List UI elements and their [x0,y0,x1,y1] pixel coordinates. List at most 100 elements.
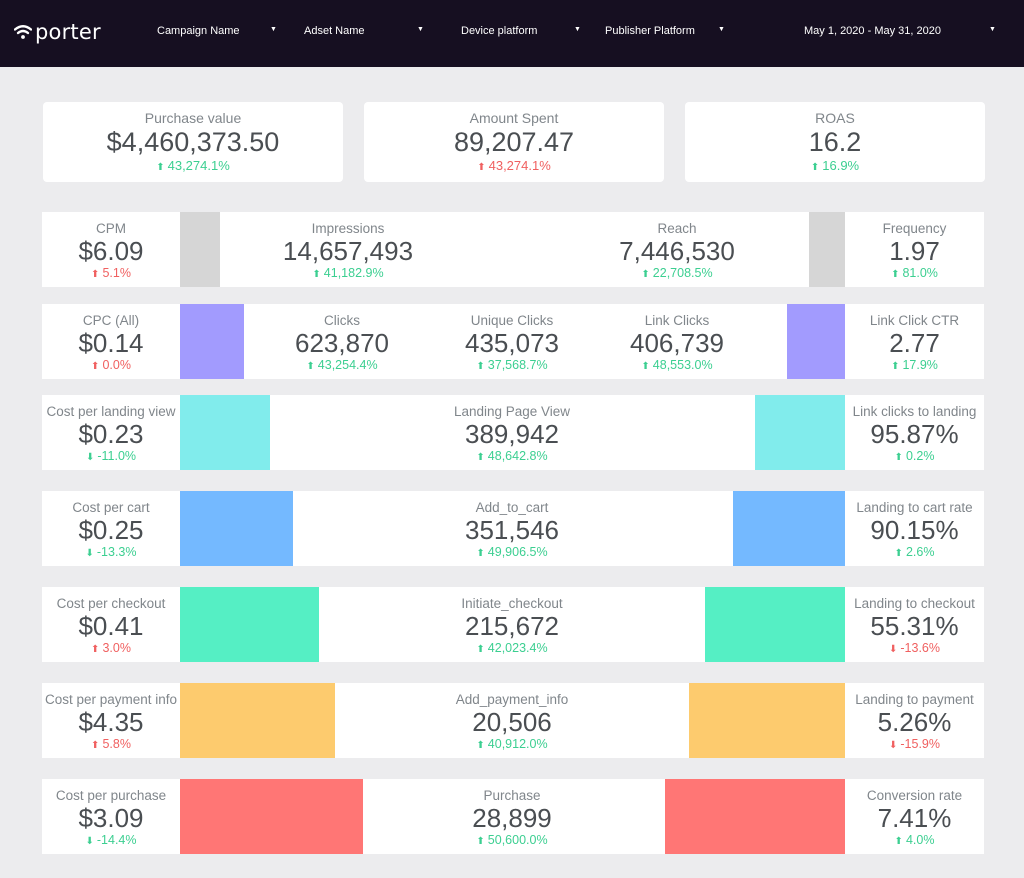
metric-cpm: CPM $6.09 ⬆ 5.1% [42,212,180,287]
filter-publisher-platform[interactable]: Publisher Platform ▼ [605,25,725,39]
metric-landing-to-cart-rate: Landing to cart rate 90.15% ⬆ 2.6% [845,491,984,566]
arrow-up-icon: ⬆ [641,361,650,372]
metric-add-to-cart: Add_to_cart 351,546 ⬆ 49,906.5% [412,491,612,566]
metric-value: $6.09 [78,236,144,266]
metric-label: Purchase [483,788,541,803]
metric-label: Clicks [324,313,360,328]
arrow-up-icon: ⬆ [894,548,903,559]
metric-value: 351,546 [465,515,559,545]
caret-down-icon: ▼ [417,26,424,33]
metric-cost-per-checkout: Cost per checkout $0.41 ⬆ 3.0% [42,587,180,662]
metric-label: Frequency [882,221,947,236]
metric-change: ⬇ -13.3% [85,545,137,559]
date-range-picker[interactable]: May 1, 2020 - May 31, 2020 ▼ [804,25,996,39]
filter-campaign-name[interactable]: Campaign Name ▼ [157,25,277,39]
metric-change: ⬆ 5.8% [91,737,131,751]
metric-label: Landing to cart rate [856,500,973,515]
metric-cost-per-cart: Cost per cart $0.25 ⬇ -13.3% [42,491,180,566]
metric-value: $3.09 [78,803,144,833]
brand-logo[interactable]: porter [14,20,101,44]
filter-adset-name[interactable]: Adset Name ▼ [304,25,424,39]
metric-change: ⬆ 4.0% [894,833,935,847]
metric-label: Unique Clicks [470,313,554,328]
metric-label: Cost per landing view [46,404,176,419]
metric-value: 215,672 [465,611,559,641]
metric-label: Landing Page View [453,404,571,419]
funnel-row-landing-page-view: Cost per landing view $0.23 ⬇ -11.0% Land… [42,395,984,470]
metric-unique-clicks: Unique Clicks 435,073 ⬆ 37,568.7% [422,304,602,379]
metric-value: 2.77 [889,328,940,358]
metric-cost-per-purchase: Cost per purchase $3.09 ⬇ -14.4% [42,779,180,854]
metric-change: ⬆ 50,600.0% [476,833,548,847]
metric-label: CPC (All) [82,313,140,328]
metric-frequency: Frequency 1.97 ⬆ 81.0% [845,212,984,287]
metric-value: $0.41 [78,611,144,641]
scorecard-roas: ROAS 16.2 ⬆ 16.9% [685,102,985,182]
scorecard-amount-spent: Amount Spent 89,207.47 ⬆ 43,274.1% [364,102,664,182]
arrow-up-icon: ⬆ [312,269,321,280]
metric-change: ⬆ 49,906.5% [476,545,548,559]
filter-device-platform[interactable]: Device platform ▼ [461,25,581,39]
funnel-bar-left [180,395,270,470]
arrow-up-icon: ⬆ [476,361,485,372]
filter-label: Publisher Platform [605,25,695,37]
arrow-up-icon: ⬆ [894,836,903,847]
arrow-down-icon: ⬇ [889,740,898,751]
metric-label: Cost per cart [72,500,150,515]
funnel-bar-left [180,683,335,758]
funnel-row-purchase: Cost per purchase $3.09 ⬇ -14.4% Purchase… [42,779,984,854]
arrow-up-icon: ⬆ [91,644,100,655]
metric-change: ⬆ 2.6% [894,545,935,559]
funnel-bar-right [665,779,845,854]
metric-value: 89,207.47 [453,127,575,157]
caret-down-icon: ▼ [718,26,725,33]
arrow-down-icon: ⬇ [85,452,95,463]
funnel-bar-right [689,683,845,758]
metric-value: $4.35 [78,707,144,737]
metric-label: ROAS [815,110,855,126]
date-range-label: May 1, 2020 - May 31, 2020 [804,25,941,37]
top-bar: porter Campaign Name ▼ Adset Name ▼ Devi… [0,0,1024,67]
metric-label: Initiate_checkout [461,596,563,611]
metric-change: ⬆ 16.9% [810,158,860,173]
funnel-row-impressions: CPM $6.09 ⬆ 5.1% Impressions 14,657,493 ⬆… [42,212,984,287]
metric-value: 435,073 [465,328,559,358]
funnel-bar-left [180,779,363,854]
metric-value: $0.14 [78,328,144,358]
funnel-bar-left [180,304,244,379]
metric-change: ⬆ 43,254.4% [306,358,378,372]
wifi-icon [14,25,32,39]
metric-value: 20,506 [472,707,552,737]
metric-label: Impressions [311,221,385,236]
arrow-up-icon: ⬆ [476,548,485,559]
metric-value: $0.23 [78,419,144,449]
arrow-up-icon: ⬆ [891,361,900,372]
arrow-up-icon: ⬆ [894,452,903,463]
arrow-up-icon: ⬆ [476,836,485,847]
metric-label: Link Clicks [644,313,710,328]
metric-add-payment-info: Add_payment_info 20,506 ⬆ 40,912.0% [412,683,612,758]
metric-label: CPM [96,221,126,236]
arrow-down-icon: ⬇ [889,644,898,655]
caret-down-icon: ▼ [574,26,581,33]
metric-change: ⬆ 43,274.1% [156,158,230,173]
metric-conversion-rate: Conversion rate 7.41% ⬆ 4.0% [845,779,984,854]
metric-change: ⬆ 5.1% [91,266,131,280]
metric-label: Cost per checkout [56,596,166,611]
funnel-row-initiate-checkout: Cost per checkout $0.41 ⬆ 3.0% Initiate_c… [42,587,984,662]
arrow-up-icon: ⬆ [641,269,650,280]
metric-change: ⬆ 43,274.1% [477,158,551,173]
metric-label: Add_payment_info [455,692,569,707]
arrow-up-icon: ⬆ [476,452,485,463]
metric-change: ⬆ 40,912.0% [476,737,548,751]
metric-label: Cost per purchase [55,788,167,803]
metric-change: ⬆ 81.0% [891,266,938,280]
metric-change: ⬆ 0.2% [894,449,935,463]
metric-cost-per-landing-view: Cost per landing view $0.23 ⬇ -11.0% [42,395,180,470]
metric-label: Amount Spent [469,110,559,126]
metric-label: Cost per payment info [44,692,178,707]
arrow-up-icon: ⬆ [477,162,486,173]
funnel-row-add-to-cart: Cost per cart $0.25 ⬇ -13.3% Add_to_cart … [42,491,984,566]
metric-initiate-checkout: Initiate_checkout 215,672 ⬆ 42,023.4% [412,587,612,662]
metric-change: ⬇ -11.0% [85,449,137,463]
